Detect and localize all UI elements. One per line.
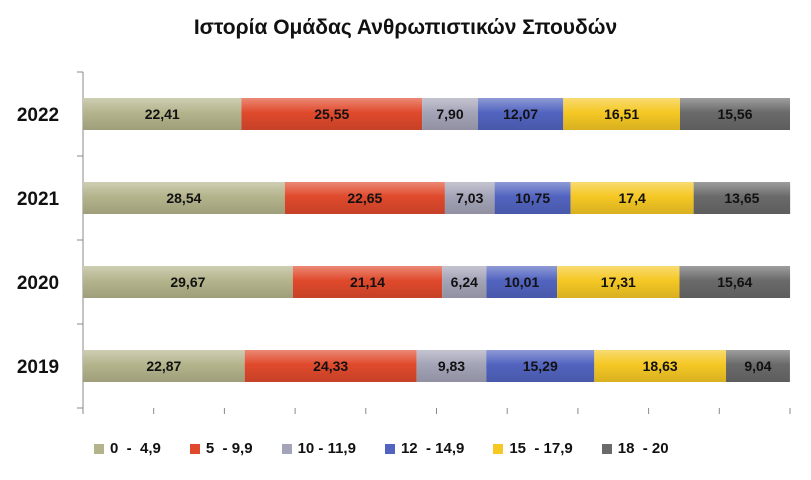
bar-2022-series-2 <box>422 98 478 130</box>
data-label-2022-series-4: 16,51 <box>604 106 639 122</box>
category-label-2020: 2020 <box>17 273 59 294</box>
data-label-2020-series-4: 17,31 <box>601 274 636 290</box>
legend-label: 15 - 17,9 <box>509 440 573 457</box>
bar-2019-series-3 <box>486 350 595 382</box>
data-label-2021-series-1: 22,65 <box>347 190 382 206</box>
bar-2020-series-1 <box>292 266 443 298</box>
bar-2019-series-1 <box>244 350 417 382</box>
category-label-2021: 2021 <box>17 189 60 210</box>
bar-2019-series-4 <box>594 350 727 382</box>
bar-2021-series-3 <box>494 182 571 214</box>
legend-label: 18 - 20 <box>617 440 669 457</box>
legend-item-1: 5 - 9,9 <box>189 440 253 457</box>
legend-swatch <box>384 443 395 454</box>
data-label-2021-series-0: 28,54 <box>166 190 201 206</box>
legend-label: 5 - 9,9 <box>205 440 253 457</box>
bar-2021-series-2 <box>444 182 495 214</box>
bar-2019-series-0 <box>83 350 245 382</box>
bar-2022-series-5 <box>679 98 790 130</box>
legend-label: 12 - 14,9 <box>400 440 465 457</box>
data-label-2020-series-5: 15,64 <box>717 274 752 290</box>
data-label-2020-series-3: 10,01 <box>504 274 539 290</box>
legend-swatch <box>281 443 292 454</box>
bar-2020-series-3 <box>486 266 558 298</box>
data-label-2019-series-1: 24,33 <box>313 358 348 374</box>
chart-title: Ιστορία Ομάδας Ανθρωπιστικών Σπουδών <box>193 16 618 39</box>
legend-swatch <box>493 443 504 454</box>
data-label-2019-series-5: 9,04 <box>744 358 771 374</box>
bar-2020-series-0 <box>83 266 293 298</box>
legend-item-5: 18 - 20 <box>601 440 669 457</box>
data-label-2019-series-4: 18,63 <box>643 358 678 374</box>
legend-item-2: 10 - 11,9 <box>281 440 356 457</box>
data-label-2022-series-2: 7,90 <box>436 106 463 122</box>
bar-2021-series-5 <box>693 182 791 214</box>
data-label-2021-series-4: 17,4 <box>619 190 646 206</box>
bar-2021-series-4 <box>570 182 694 214</box>
data-label-2021-series-3: 10,75 <box>515 190 550 206</box>
data-label-2022-series-3: 12,07 <box>503 106 538 122</box>
category-label-2022: 2022 <box>17 105 59 126</box>
bar-2022-series-3 <box>477 98 564 130</box>
data-label-2019-series-0: 22,87 <box>146 358 181 374</box>
bar-2022-series-0 <box>83 98 242 130</box>
bar-2022-series-4 <box>563 98 680 130</box>
legend-swatch <box>601 443 612 454</box>
bar-2020-series-5 <box>679 266 791 298</box>
legend-item-4: 15 - 17,9 <box>493 440 573 457</box>
data-label-2022-series-5: 15,56 <box>717 106 752 122</box>
data-label-2020-series-1: 21,14 <box>350 274 385 290</box>
data-label-2022-series-0: 22,41 <box>145 106 180 122</box>
data-label-2021-series-2: 7,03 <box>456 190 483 206</box>
legend-label: 0 - 4,9 <box>110 440 161 457</box>
data-label-2021-series-5: 13,65 <box>724 190 759 206</box>
data-label-2019-series-3: 15,29 <box>523 358 558 374</box>
bar-2020-series-2 <box>442 266 487 298</box>
legend-swatch <box>94 443 104 454</box>
bar-2019-series-2 <box>416 350 487 382</box>
data-label-2022-series-1: 25,55 <box>314 106 349 122</box>
data-label-2019-series-2: 9,83 <box>438 358 465 374</box>
data-label-2020-series-0: 29,67 <box>170 274 205 290</box>
bar-2021-series-1 <box>284 182 445 214</box>
bar-2021-series-0 <box>83 182 285 214</box>
bar-2019-series-5 <box>726 350 790 382</box>
legend-swatch <box>189 443 200 454</box>
legend-label: 10 - 11,9 <box>297 440 356 457</box>
chart-legend: 0 - 4,9 5 - 9,9 10 - 11,9 12 - 14,9 15 - 17,… <box>94 440 698 457</box>
legend-item-3: 12 - 14,9 <box>384 440 465 457</box>
bar-2022-series-1 <box>241 98 423 130</box>
data-label-2020-series-2: 6,24 <box>451 274 478 290</box>
category-label-2019: 2019 <box>17 357 59 378</box>
legend-item-0: 0 - 4,9 <box>94 440 161 457</box>
bar-2020-series-4 <box>557 266 680 298</box>
